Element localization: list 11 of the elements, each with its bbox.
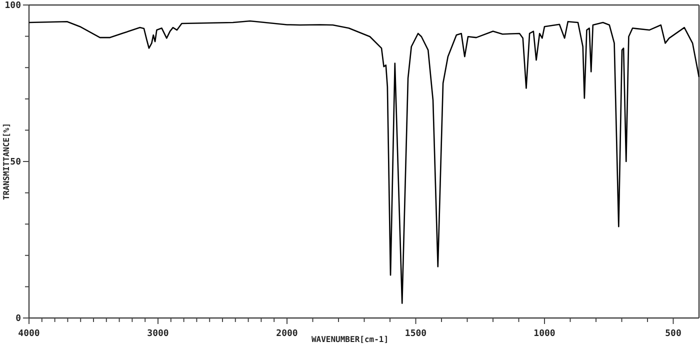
x-tick-label: 1000: [534, 329, 556, 339]
x-tick-label: 500: [665, 329, 682, 339]
x-tick-label: 1500: [404, 329, 427, 339]
y-tick-label: 50: [10, 158, 21, 168]
y-tick-label: 100: [4, 1, 21, 12]
x-tick-label: 4000: [18, 329, 40, 339]
x-tick-label: 2000: [276, 329, 298, 339]
y-axis-title: TRANSMITTANCE[%]: [2, 122, 11, 200]
y-tick-label: 0: [16, 314, 21, 324]
x-axis-title: WAVENUMBER[cm-1]: [311, 335, 389, 344]
x-tick-label: 3000: [147, 329, 169, 339]
